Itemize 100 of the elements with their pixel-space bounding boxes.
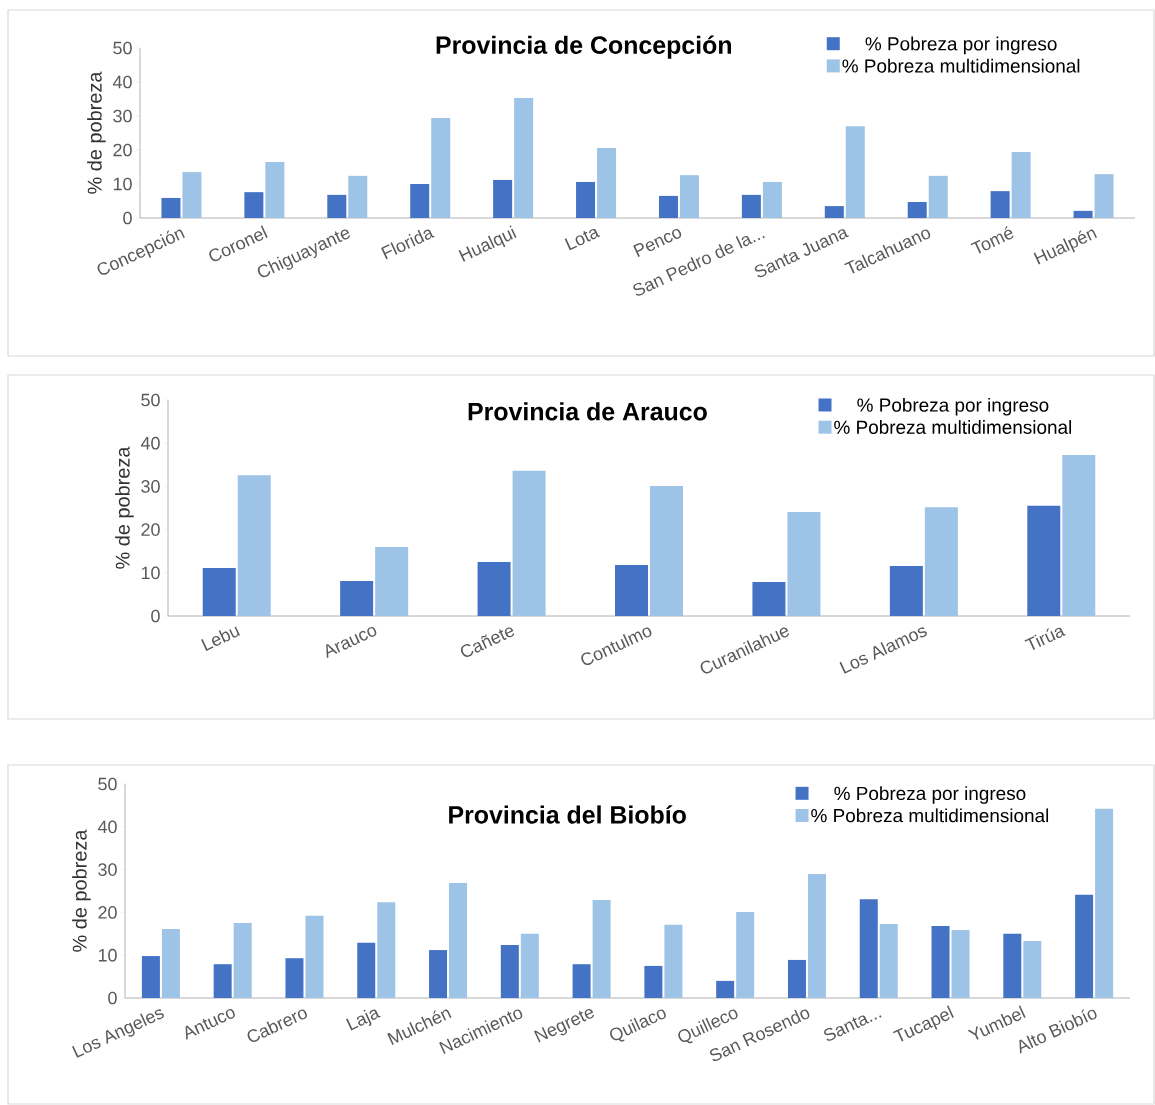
y-tick-label: 40 bbox=[140, 436, 160, 450]
legend-label: % Pobreza multidimensional bbox=[834, 420, 1072, 434]
y-tick-label: 30 bbox=[113, 109, 132, 123]
bar bbox=[161, 929, 180, 999]
y-tick-label: 0 bbox=[123, 211, 132, 225]
bar bbox=[572, 964, 591, 999]
legend-label: % Pobreza multidimensional bbox=[811, 808, 1049, 823]
bar bbox=[431, 118, 451, 218]
y-tick-label: 10 bbox=[98, 948, 117, 962]
bar bbox=[265, 161, 285, 218]
bar bbox=[449, 882, 468, 999]
bar bbox=[141, 956, 160, 999]
bar bbox=[375, 546, 409, 617]
bar bbox=[377, 902, 396, 999]
x-tick-label: Santa... bbox=[824, 1015, 882, 1041]
legend-label: % Pobreza multidimensional bbox=[842, 58, 1080, 73]
bar bbox=[1023, 941, 1042, 999]
x-tick-label: Cañete bbox=[460, 627, 515, 657]
bar bbox=[305, 915, 324, 999]
bar bbox=[340, 581, 374, 617]
bar bbox=[650, 485, 683, 617]
bar bbox=[576, 181, 596, 218]
bar bbox=[1075, 894, 1094, 999]
bar bbox=[807, 873, 826, 999]
bar bbox=[520, 933, 539, 999]
y-tick-label: 30 bbox=[98, 863, 117, 876]
bar bbox=[859, 899, 878, 999]
legend-label: % Pobreza por ingreso bbox=[857, 397, 1049, 416]
bar bbox=[951, 929, 970, 999]
bar bbox=[1094, 174, 1114, 218]
bar bbox=[233, 923, 252, 999]
bar bbox=[202, 568, 236, 617]
bar bbox=[512, 470, 546, 617]
bar bbox=[357, 942, 376, 999]
bar bbox=[644, 965, 663, 999]
bar bbox=[787, 959, 806, 999]
bar bbox=[161, 197, 181, 218]
bar bbox=[658, 195, 678, 218]
x-tick-label: Tomé bbox=[970, 225, 1014, 254]
bar bbox=[429, 950, 448, 999]
bar bbox=[679, 175, 699, 218]
bar bbox=[879, 923, 898, 999]
x-tick-label: Tirúa bbox=[1024, 627, 1066, 650]
bar bbox=[845, 126, 865, 218]
bar bbox=[741, 194, 761, 218]
bar bbox=[1011, 152, 1031, 218]
bar bbox=[500, 944, 519, 999]
bar bbox=[889, 565, 923, 617]
x-tick-label: Lebu bbox=[201, 626, 241, 651]
y-tick-label: 20 bbox=[98, 906, 117, 919]
bar bbox=[244, 192, 264, 218]
bar bbox=[907, 202, 927, 218]
x-tick-label: Lota bbox=[564, 228, 601, 251]
bar bbox=[410, 184, 430, 218]
bar bbox=[237, 475, 271, 617]
chart-title: Provincia de Arauco bbox=[468, 402, 707, 421]
bar bbox=[924, 507, 958, 617]
bar bbox=[1027, 505, 1061, 617]
y-tick-label: 30 bbox=[141, 480, 160, 493]
bar bbox=[752, 581, 786, 617]
bar bbox=[1073, 210, 1093, 218]
bar bbox=[1003, 933, 1022, 999]
y-axis-title: % de pobreza bbox=[115, 446, 134, 569]
y-tick-label: 40 bbox=[112, 75, 132, 89]
y-tick-label: 50 bbox=[113, 41, 132, 55]
y-tick-label: 20 bbox=[113, 143, 132, 157]
legend-label: % Pobreza por ingreso bbox=[834, 786, 1026, 804]
bar bbox=[592, 900, 611, 999]
bar bbox=[597, 147, 617, 218]
bar bbox=[285, 958, 304, 999]
text: Provincia del Biobío bbox=[449, 805, 686, 824]
y-tick-label: 50 bbox=[98, 777, 117, 791]
y-tick-label: 0 bbox=[108, 991, 117, 1005]
bar bbox=[615, 565, 648, 617]
y-tick-label: 50 bbox=[141, 393, 160, 407]
bar bbox=[514, 97, 534, 218]
x-tick-label: Laja bbox=[346, 1009, 381, 1031]
bar bbox=[716, 980, 735, 999]
bar bbox=[990, 191, 1010, 218]
bar bbox=[213, 964, 232, 999]
bar bbox=[327, 194, 347, 218]
bar bbox=[824, 206, 844, 218]
bar bbox=[736, 911, 755, 999]
y-tick-label: 10 bbox=[141, 566, 160, 580]
y-tick-label: 40 bbox=[97, 820, 117, 834]
bar bbox=[182, 172, 202, 218]
bar bbox=[787, 511, 821, 617]
y-tick-label: 20 bbox=[141, 523, 160, 536]
bar bbox=[1062, 454, 1096, 617]
x-tick-label: Florida bbox=[381, 229, 435, 260]
bar bbox=[348, 175, 368, 218]
bar bbox=[493, 179, 513, 218]
bar bbox=[477, 562, 511, 617]
y-tick-label: 0 bbox=[151, 609, 160, 623]
chart-title: Provincia de Concepción bbox=[436, 35, 731, 59]
bar bbox=[762, 181, 782, 218]
legend-label: % Pobreza por ingreso bbox=[865, 36, 1057, 55]
y-tick-label: 10 bbox=[113, 177, 132, 191]
y-axis-title: % de pobreza bbox=[72, 829, 91, 952]
bar bbox=[1095, 808, 1114, 999]
